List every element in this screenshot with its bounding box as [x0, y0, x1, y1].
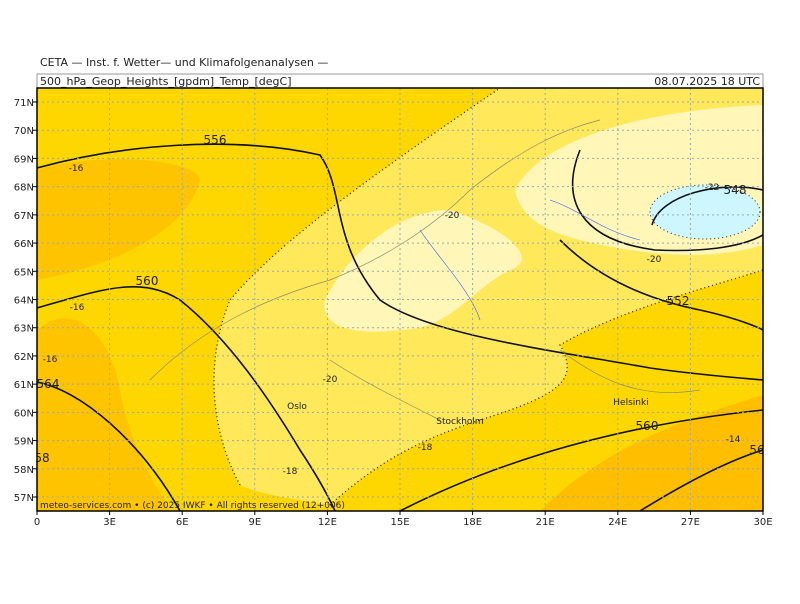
graticule — [37, 88, 763, 511]
lon-label: 9E — [248, 517, 261, 528]
height-isoline — [559, 239, 763, 331]
lon-label: 18E — [463, 517, 482, 528]
temp-zone — [540, 395, 763, 511]
contour-label: -16 — [70, 303, 85, 313]
river — [419, 199, 641, 321]
city-label: Oslo — [287, 402, 307, 412]
coastline — [149, 119, 701, 421]
lon-label: 6E — [176, 517, 189, 528]
height-isoline — [37, 286, 336, 511]
contour-label: -20 — [323, 375, 338, 385]
lon-label: 30E — [753, 517, 772, 528]
contour-label: -22 — [705, 183, 720, 193]
temperature-isoline — [213, 88, 501, 486]
valid-time: 08.07.2025 18 UTC — [654, 75, 760, 88]
contour-label: 58 — [34, 451, 49, 465]
contour-label: 548 — [724, 183, 747, 197]
lat-label: 66N — [14, 239, 34, 250]
lat-label: 69N — [14, 154, 34, 165]
lat-label: 68N — [14, 183, 34, 194]
lat-label: 70N — [14, 126, 34, 137]
city-label: Stockholm — [436, 417, 483, 427]
contour-label: 560 — [636, 419, 659, 433]
height-isoline — [399, 409, 763, 511]
lat-label: 60N — [14, 408, 34, 419]
institute: CETA — Inst. f. Wetter— und Klimafolgena… — [40, 56, 328, 69]
lon-label: 3E — [103, 517, 116, 528]
lon-label: 24E — [608, 517, 627, 528]
lat-label: 59N — [14, 437, 34, 448]
lon-label: 15E — [390, 517, 409, 528]
lon-label: 27E — [681, 517, 700, 528]
contour-label: -18 — [283, 467, 298, 477]
temp-zone — [37, 159, 200, 280]
lat-label: 67N — [14, 211, 34, 222]
lon-label: 0 — [34, 517, 40, 528]
lat-label: 61N — [14, 380, 34, 391]
contour-label: 564 — [37, 377, 60, 391]
lat-label: 63N — [14, 324, 34, 335]
contour-label: -14 — [726, 435, 741, 445]
temperature-isoline — [329, 269, 763, 506]
temp-zone — [37, 318, 170, 511]
axes: 0 3E 6E 9E 12E 15E 18E 21E 24E 27E 30E 71N 70N 69N 68N… — [14, 98, 773, 528]
contour-label: -20 — [647, 255, 662, 265]
lat-label: 57N — [14, 493, 34, 504]
map: 556 560 564 552 548 560 56 58 -16 -16 -16 -20 -20 -20… — [34, 88, 764, 511]
contour-label: -16 — [43, 355, 58, 365]
lat-label: 71N — [14, 98, 34, 109]
labels: 556 560 564 552 548 560 56 58 -16 -16 -16 -20 -20 -20… — [34, 133, 764, 477]
contour-label: -18 — [418, 443, 433, 453]
contour-label: 560 — [136, 274, 159, 288]
product: 500_hPa_Geop_Heights_[gpdm]_Temp_[degC] — [40, 75, 292, 88]
height-isoline — [37, 381, 181, 511]
contour-label: -16 — [69, 164, 84, 174]
footer: meteo-services.com • (c) 2025 IWKF • All… — [40, 501, 345, 511]
lat-label: 64N — [14, 296, 34, 307]
height-isoline — [572, 149, 763, 252]
contour-label: 56 — [749, 443, 764, 457]
height-isoline — [37, 143, 763, 381]
lat-label: 62N — [14, 352, 34, 363]
contour-label: 552 — [667, 294, 690, 308]
city-label: Helsinki — [613, 398, 648, 408]
lon-label: 12E — [318, 517, 337, 528]
height-isoline — [639, 449, 763, 511]
contour-label: -20 — [445, 211, 460, 221]
lon-label: 21E — [536, 517, 555, 528]
contour-label: 556 — [204, 133, 227, 147]
lat-label: 65N — [14, 267, 34, 278]
lat-label: 58N — [14, 465, 34, 476]
